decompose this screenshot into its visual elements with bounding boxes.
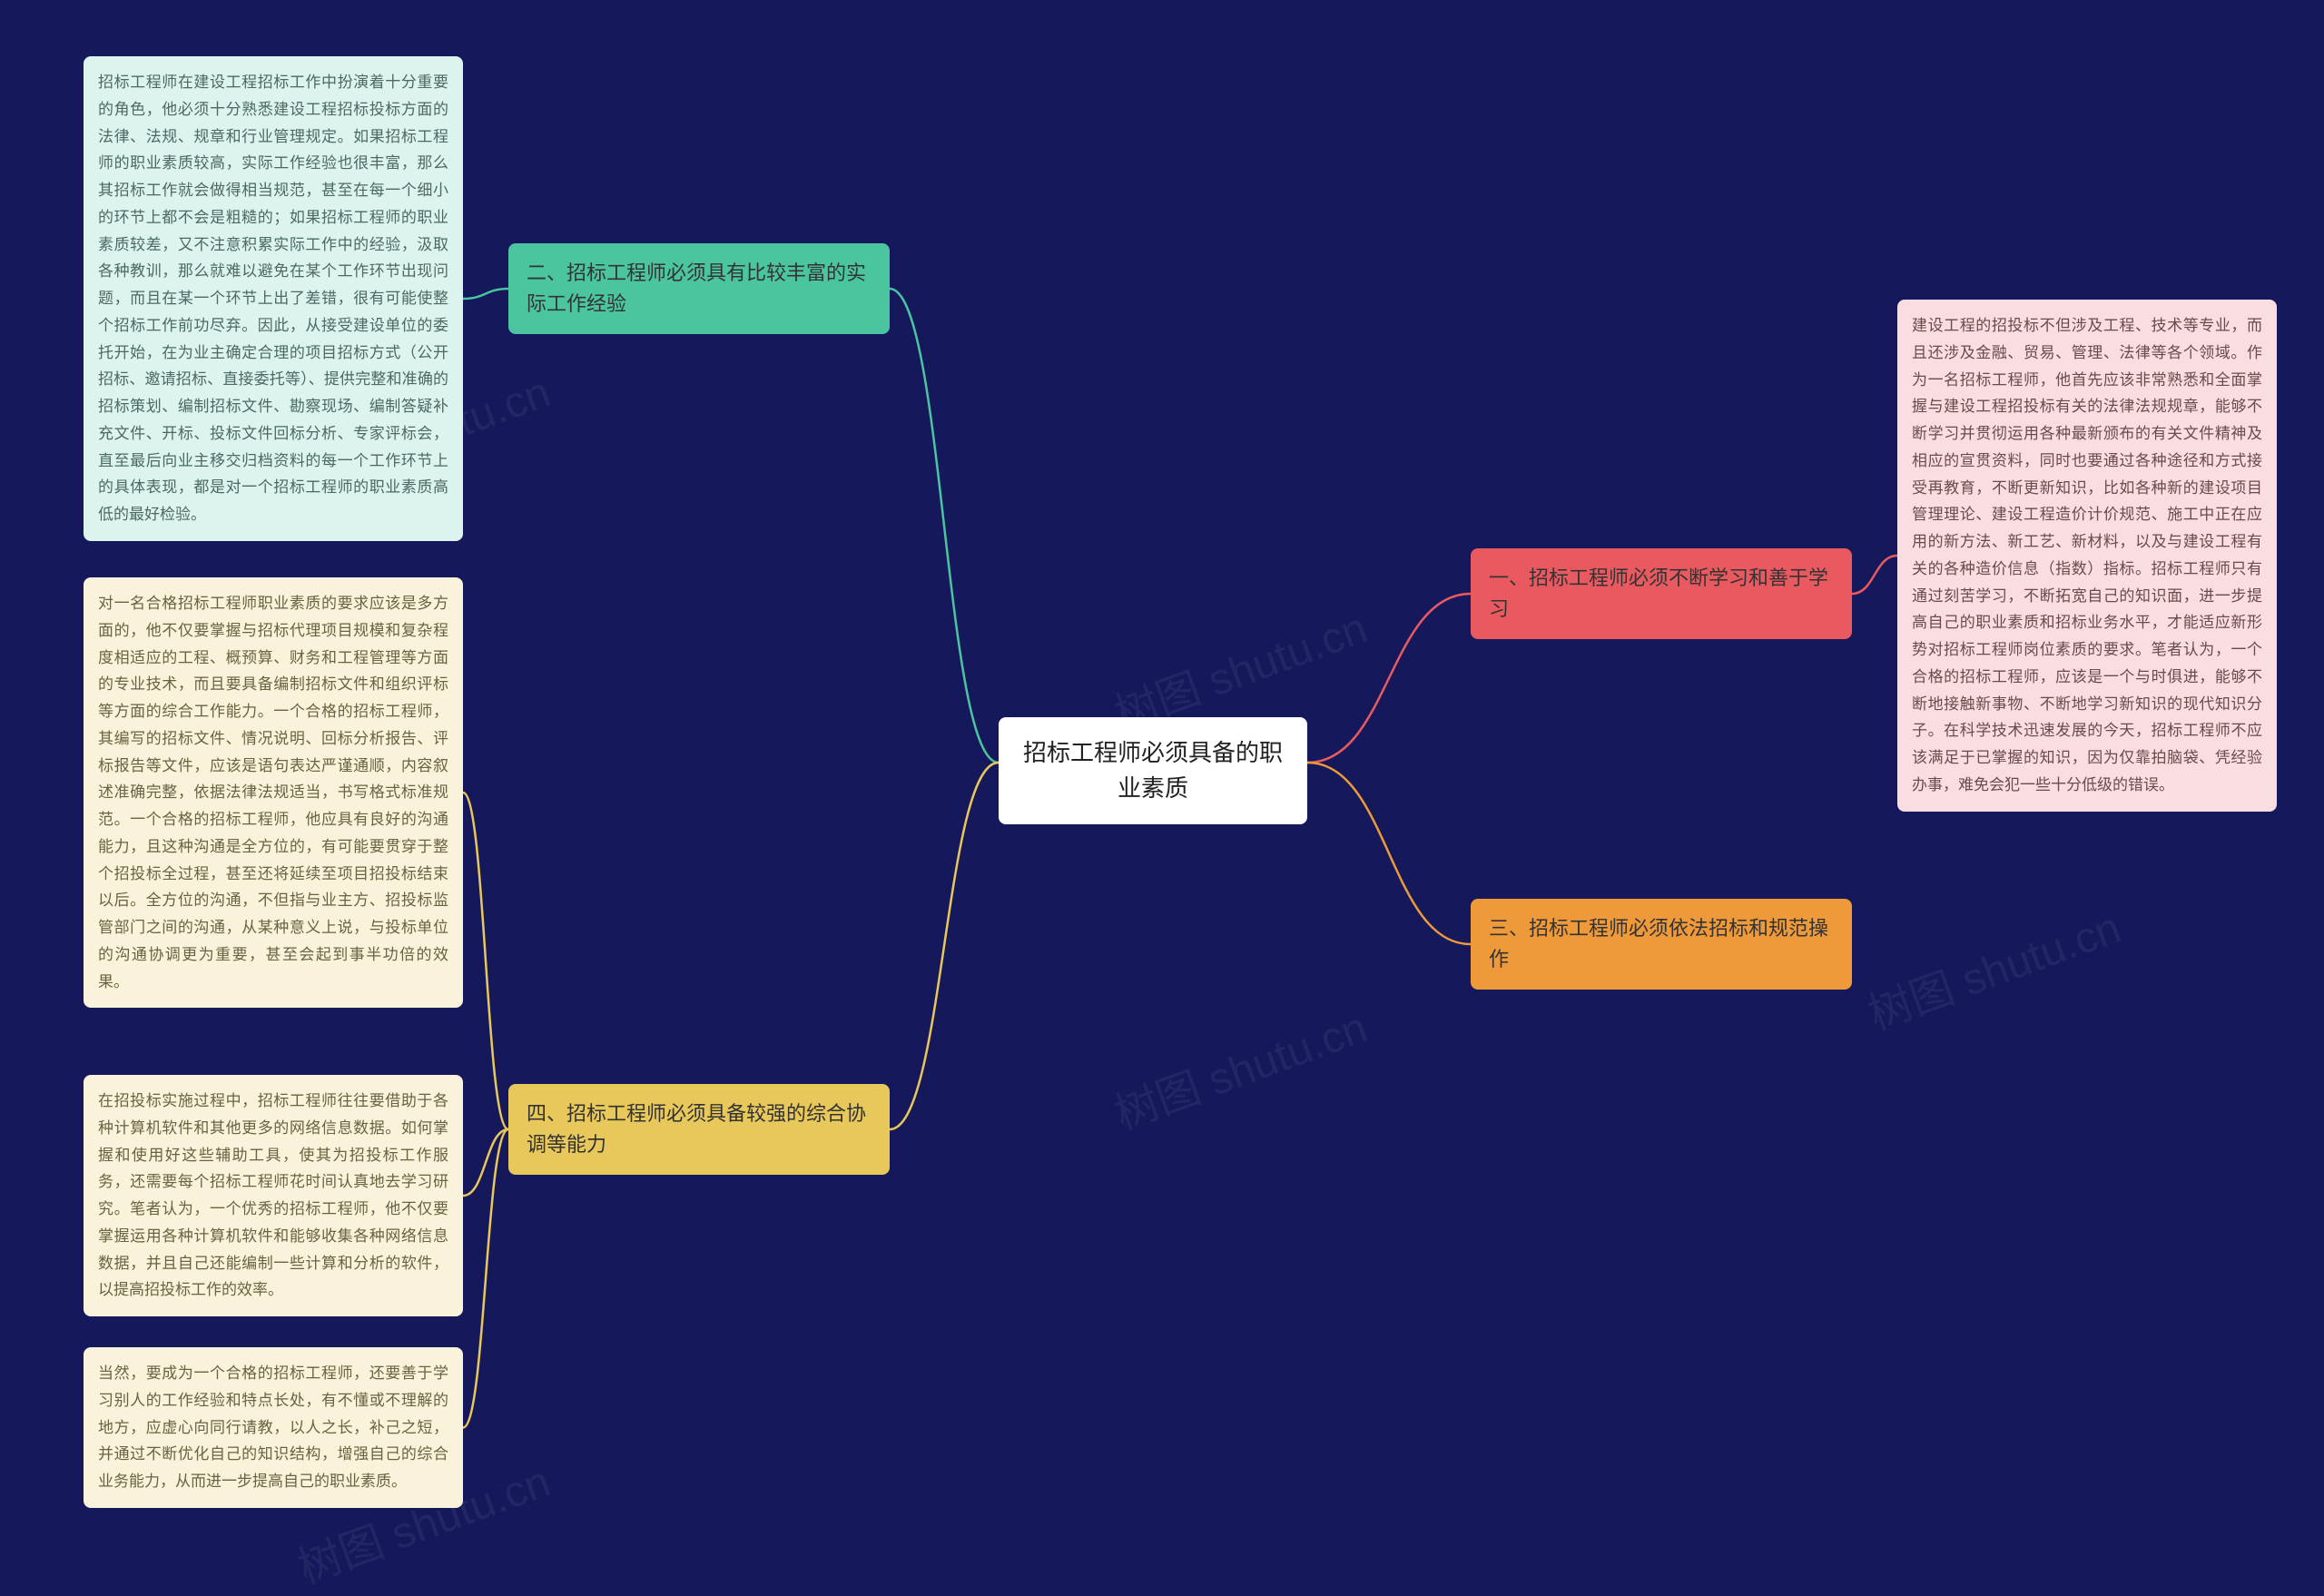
branch-node-b1: 一、招标工程师必须不断学习和善于学习 xyxy=(1471,548,1852,639)
branch-label: 三、招标工程师必须依法招标和规范操作 xyxy=(1489,917,1828,970)
leaf-node-b4l1: 对一名合格招标工程师职业素质的要求应该是多方面的，他不仅要掌握与招标代理项目规模… xyxy=(84,577,463,1008)
leaf-node-b2l1: 招标工程师在建设工程招标工作中扮演着十分重要的角色，他必须十分熟悉建设工程招标投… xyxy=(84,56,463,541)
watermark: 树图 shutu.cn xyxy=(1105,991,1374,1141)
branch-label: 一、招标工程师必须不断学习和善于学习 xyxy=(1489,566,1828,620)
branch-label: 二、招标工程师必须具有比较丰富的实际工作经验 xyxy=(527,261,866,315)
center-node: 招标工程师必须具备的职业素质 xyxy=(999,717,1307,824)
leaf-node-b4l2: 在招投标实施过程中，招标工程师往往要借助于各种计算机软件和其他更多的网络信息数据… xyxy=(84,1075,463,1316)
leaf-node-b4l3: 当然，要成为一个合格的招标工程师，还要善于学习别人的工作经验和特点长处，有不懂或… xyxy=(84,1347,463,1508)
branch-node-b3: 三、招标工程师必须依法招标和规范操作 xyxy=(1471,899,1852,990)
center-label-line: 业素质 xyxy=(1020,771,1285,806)
center-label-line: 招标工程师必须具备的职 xyxy=(1020,735,1285,771)
branch-label: 四、招标工程师必须具备较强的综合协调等能力 xyxy=(527,1102,866,1156)
branch-node-b2: 二、招标工程师必须具有比较丰富的实际工作经验 xyxy=(508,243,890,334)
watermark: 树图 shutu.cn xyxy=(1858,892,2128,1041)
leaf-node-b1l1: 建设工程的招投标不但涉及工程、技术等专业，而且还涉及金融、贸易、管理、法律等各个… xyxy=(1897,300,2277,812)
branch-node-b4: 四、招标工程师必须具备较强的综合协调等能力 xyxy=(508,1084,890,1175)
